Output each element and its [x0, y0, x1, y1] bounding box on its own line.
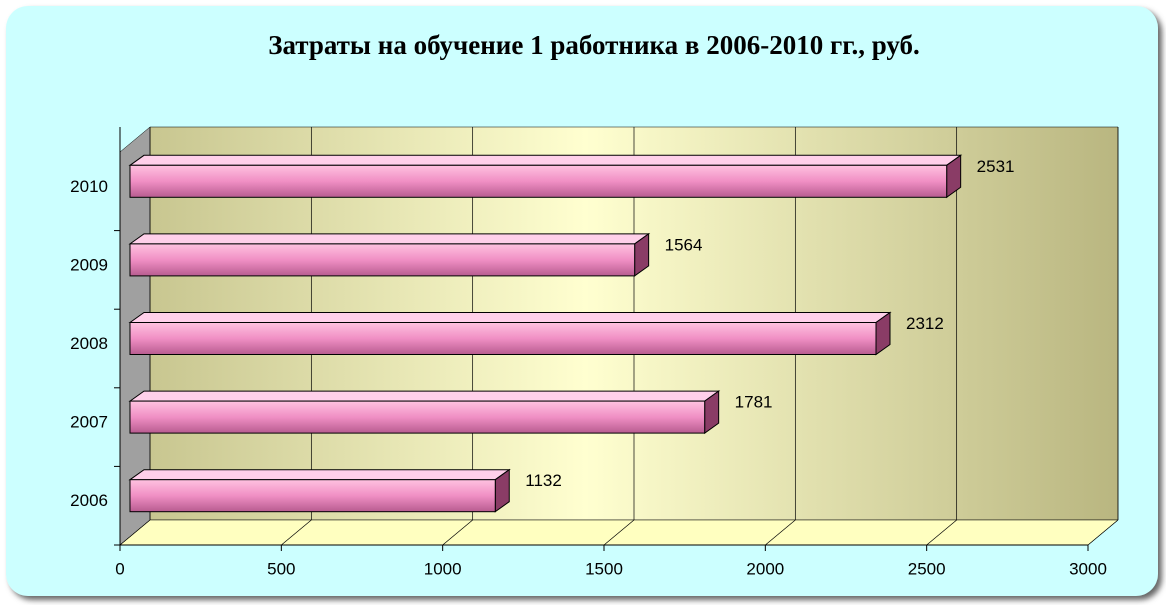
bar [129, 400, 706, 434]
bar [129, 164, 948, 198]
value-label: 2312 [906, 314, 944, 333]
x-tick-label: 500 [267, 559, 295, 578]
bar-top [128, 154, 963, 166]
floor-line [119, 519, 151, 546]
value-label: 1564 [665, 235, 703, 254]
floor-line [442, 519, 473, 546]
y-tick-label: 2006 [70, 491, 108, 510]
bar-top [128, 390, 721, 402]
floor-line [281, 519, 312, 546]
value-label: 2531 [977, 157, 1015, 176]
x-tick-label: 3000 [1069, 559, 1107, 578]
bar [129, 322, 877, 355]
x-tick-label: 2500 [908, 559, 946, 578]
x-tick-label: 0 [115, 559, 124, 578]
bar-top [128, 312, 892, 323]
x-tick-label: 2000 [746, 559, 784, 578]
bar [129, 243, 636, 277]
x-tick-label: 1500 [585, 559, 623, 578]
y-tick-label: 2008 [70, 334, 108, 353]
y-tick-label: 2009 [70, 255, 108, 274]
bar-top [128, 469, 511, 481]
floor-line [1087, 519, 1119, 546]
bar [129, 479, 496, 513]
value-label: 1781 [735, 393, 773, 412]
floor-line [926, 519, 957, 546]
bar-top [128, 233, 651, 245]
y-tick-label: 2010 [70, 177, 108, 196]
floor-line [603, 519, 635, 546]
chart-title: Затраты на обучение 1 работника в 2006-2… [268, 30, 920, 60]
x-tick-label: 1000 [424, 559, 462, 578]
y-tick-label: 2007 [70, 413, 108, 432]
value-label: 1132 [525, 471, 562, 490]
floor-line [765, 519, 796, 546]
